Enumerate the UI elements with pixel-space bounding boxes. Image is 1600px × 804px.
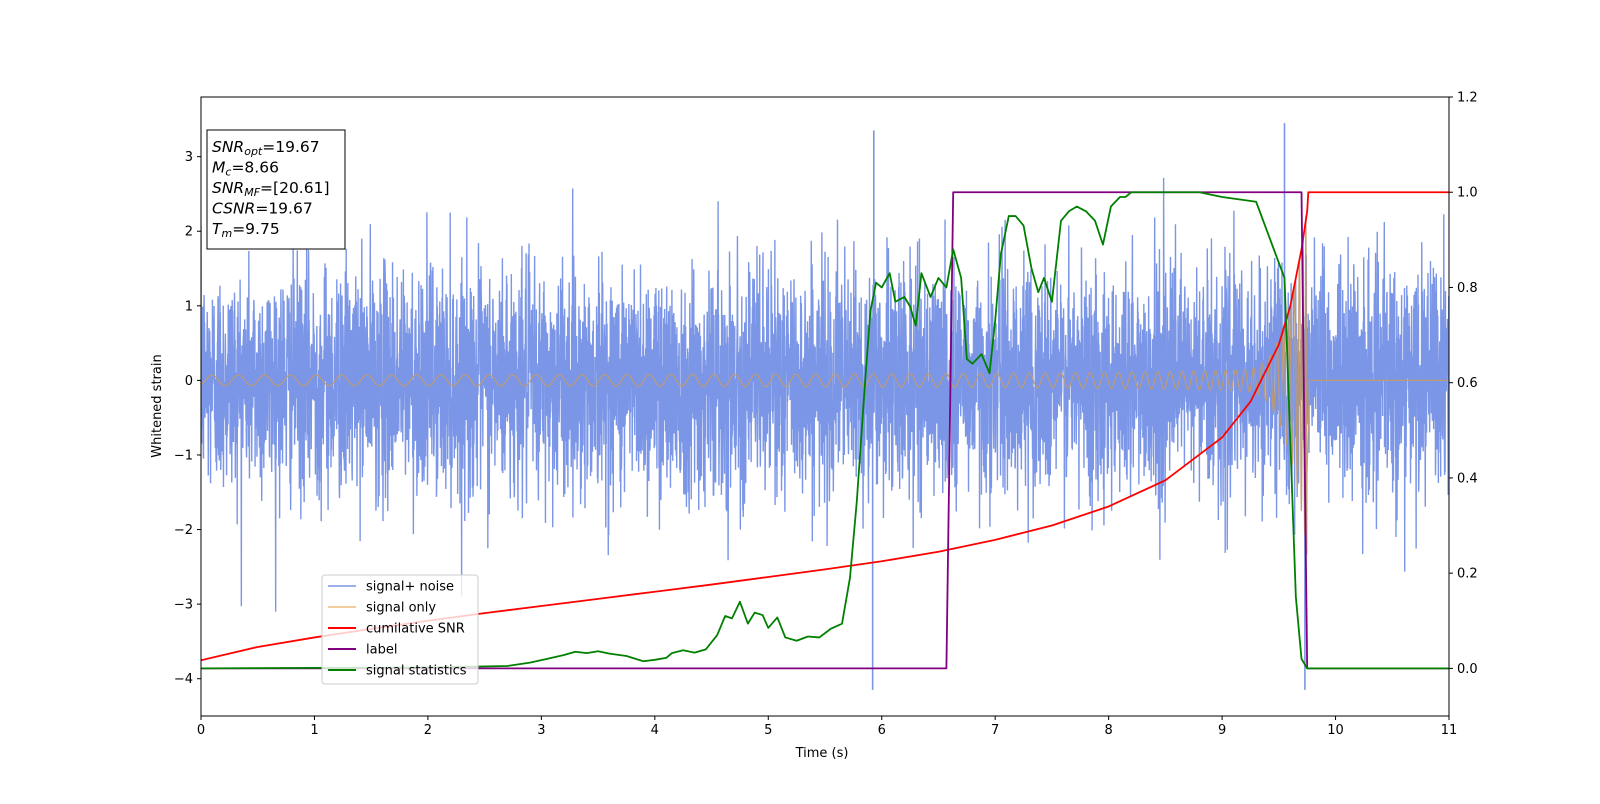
axes-layer: 0 1 2 3 4 5 6 7 8 9 10 11 −4 −3 −2 −1 0 1 2 3 0.0 0.2 0.4 0.6 0.… [174, 91, 1478, 739]
y-axis-label: Whitened strain [150, 354, 165, 457]
legend: signal+ noise signal only cumilative SNR la… [321, 574, 479, 685]
plot-frame [200, 96, 1450, 717]
y-right-tick-label: 1.0 [1457, 186, 1478, 201]
stats-info-box: SNRopt=19.67Mc=8.66SNRMF=[20.61]CSNR=19.… [206, 129, 346, 250]
legend-label: label [366, 643, 397, 658]
x-tick-label: 11 [1441, 723, 1458, 738]
info-value: =9.75 [232, 220, 280, 238]
info-value: =[20.61] [260, 179, 329, 197]
info-box-row: SNRMF=[20.61] [212, 179, 330, 199]
y-right-tick-label: 0.8 [1457, 281, 1478, 296]
series-line-signal-statistics [201, 191, 1449, 670]
y-right-tick-label: 1.2 [1457, 91, 1478, 106]
info-value: =19.67 [262, 138, 319, 156]
legend-label: signal only [366, 601, 436, 616]
y-right-tick-label: 0.2 [1457, 567, 1478, 582]
y-left-tick-label: −1 [174, 448, 193, 463]
info-box-row: CSNR=19.67 [212, 200, 313, 218]
y-right-tick-label: 0.6 [1457, 376, 1478, 391]
info-subscript: MF [244, 186, 260, 199]
info-main: T [212, 220, 223, 238]
info-subscript: m [221, 227, 232, 240]
y-left-tick-label: 2 [185, 225, 193, 240]
y-left-tick-label: −3 [174, 598, 193, 613]
y-left-tick-label: −4 [174, 672, 193, 687]
series-line-signal-only [201, 215, 1449, 555]
legend-label: cumilative SNR [366, 622, 465, 637]
y-left-tick-label: 1 [185, 299, 193, 314]
x-tick-label: 2 [424, 723, 432, 738]
x-axis-label: Time (s) [795, 746, 849, 761]
info-value: =19.67 [255, 200, 312, 218]
x-tick-label: 9 [1218, 723, 1226, 738]
y-right-tick-label: 0.0 [1457, 662, 1478, 677]
info-main: SNR [212, 138, 244, 156]
x-tick-label: 7 [991, 723, 999, 738]
series-layer [201, 123, 1449, 690]
info-subscript: c [225, 166, 231, 179]
info-subscript: opt [244, 145, 263, 158]
legend-label: signal+ noise [366, 580, 454, 595]
x-tick-label: 8 [1104, 723, 1112, 738]
x-tick-label: 4 [651, 723, 659, 738]
x-tick-label: 10 [1327, 723, 1344, 738]
info-box-frame [206, 129, 346, 250]
y-right-tick-label: 0.4 [1457, 471, 1478, 486]
legend-label: signal statistics [366, 664, 467, 679]
legend-frame [321, 574, 479, 685]
y-left-tick-label: 0 [185, 374, 193, 389]
info-box-row: Tm=9.75 [212, 220, 280, 240]
info-box-row: Mc=8.66 [212, 159, 279, 179]
info-main: M [212, 159, 225, 177]
info-box-row: SNRopt=19.67 [212, 138, 320, 158]
x-tick-label: 1 [310, 723, 318, 738]
x-tick-label: 5 [764, 723, 772, 738]
x-tick-label: 6 [878, 723, 886, 738]
y-left-tick-label: 3 [185, 150, 193, 165]
info-main: CSNR [212, 200, 255, 218]
x-tick-label: 0 [197, 723, 205, 738]
info-main: SNR [212, 179, 244, 197]
x-tick-label: 3 [537, 723, 545, 738]
series-line-signal-noise [201, 177, 1449, 612]
info-value: =8.66 [231, 159, 279, 177]
y-left-tick-label: −2 [174, 523, 193, 538]
